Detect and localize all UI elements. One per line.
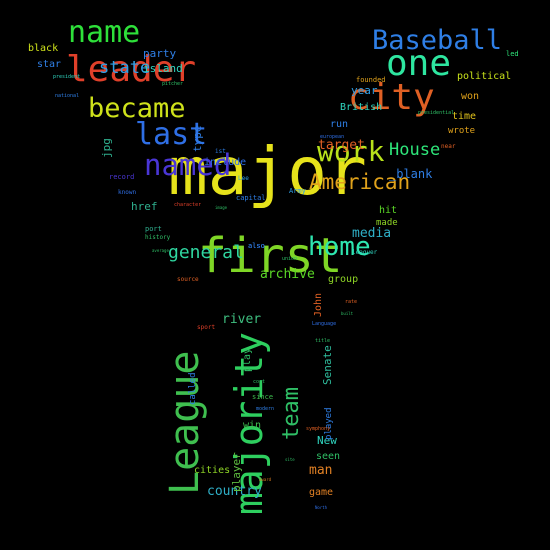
cloud-word-href: href	[131, 200, 158, 213]
cloud-word-since: since	[252, 393, 274, 401]
cloud-word-group: group	[328, 274, 359, 285]
cloud-word-presidential: presidential	[418, 110, 455, 116]
cloud-word-rate: rate	[345, 299, 358, 305]
cloud-word-american: American	[309, 170, 411, 194]
cloud-word-north: North	[315, 505, 328, 510]
cloud-word-ist: ist	[215, 148, 226, 155]
cloud-word-work: work	[317, 135, 385, 168]
cloud-word-black: black	[28, 43, 59, 54]
cloud-word-archive: archive	[260, 267, 315, 282]
cloud-word-also: also	[248, 242, 265, 250]
cloud-word-party: party	[143, 47, 177, 60]
cloud-word-win: win	[243, 420, 262, 431]
cloud-word-union: union	[282, 256, 298, 262]
cloud-word-made: made	[376, 218, 398, 228]
cloud-word-senate: Senate	[321, 345, 334, 385]
cloud-word-average: average	[152, 248, 169, 253]
cloud-word-cort: cort	[253, 379, 266, 385]
cloud-word-home: home	[308, 232, 371, 262]
cloud-word-jpg: jpg	[100, 138, 113, 158]
cloud-word-type: type	[191, 125, 204, 153]
cloud-word-title: title	[315, 338, 331, 344]
cloud-word-river: river	[222, 312, 262, 327]
cloud-word-include: include	[204, 157, 247, 168]
cloud-word-site: site	[285, 457, 295, 462]
cloud-word-name: name	[68, 15, 141, 50]
cloud-word-history: history	[145, 234, 171, 241]
cloud-word-pitcher: pitcher	[162, 81, 184, 87]
cloud-word-year: year	[351, 84, 378, 97]
cloud-word-record: record	[109, 173, 135, 181]
cloud-word-capital: capital	[236, 194, 266, 202]
cloud-word-president: president	[53, 74, 81, 80]
cloud-word-award: award	[259, 477, 272, 482]
cloud-word-named: named	[144, 148, 232, 182]
cloud-word-leader: leader	[66, 49, 197, 90]
cloud-word-play: play	[242, 347, 253, 372]
cloud-word-cities: cities	[194, 465, 231, 476]
cloud-word-team: team	[279, 387, 304, 440]
cloud-word-known: known	[118, 189, 137, 196]
cloud-word-new: New	[317, 434, 337, 447]
cloud-word-one: one	[386, 43, 452, 84]
cloud-word-lee: Lee	[238, 175, 249, 182]
cloud-word-political: political	[457, 71, 512, 82]
cloud-word-won: won	[461, 91, 480, 102]
cloud-word-player: player	[230, 452, 243, 492]
cloud-word--blank: _blank	[389, 167, 433, 181]
cloud-word-wrote: wrote	[448, 126, 476, 136]
cloud-word-country: country	[207, 484, 262, 499]
cloud-word-built: built	[341, 311, 354, 316]
cloud-word-european: european	[320, 134, 345, 140]
cloud-word-symphony: symphony	[306, 426, 331, 432]
cloud-word-man: man	[309, 463, 333, 478]
cloud-word-last: last	[135, 117, 208, 152]
cloud-word-national: national	[55, 93, 80, 99]
cloud-word-first: first	[198, 228, 343, 284]
cloud-word-modern: modern	[256, 406, 275, 412]
cloud-word-city: city	[348, 77, 435, 118]
cloud-word-army: Army	[289, 187, 306, 195]
cloud-word-source: source	[177, 276, 199, 283]
cloud-word-british: British	[340, 102, 383, 113]
cloud-word-game: game	[309, 487, 334, 498]
cloud-word-target: target	[318, 138, 365, 153]
cloud-word-founded: founded	[356, 76, 386, 84]
cloud-word-major: major	[168, 133, 367, 210]
cloud-word-island: island	[143, 62, 183, 75]
cloud-word-called: called	[188, 372, 198, 405]
cloud-word-became: became	[88, 93, 186, 124]
cloud-word-sport: sport	[197, 324, 216, 331]
cloud-word-seen: seen	[316, 451, 341, 462]
cloud-word-image: image	[215, 205, 228, 210]
cloud-word-house: House	[389, 140, 441, 160]
cloud-word-state: state	[99, 58, 151, 78]
cloud-word-port: port	[145, 225, 162, 233]
cloud-word-hit: hit	[379, 205, 398, 216]
cloud-word-near: near	[441, 143, 456, 150]
cloud-word-baseball: Baseball	[372, 25, 503, 56]
cloud-word-media: media	[352, 226, 392, 241]
cloud-word-john: John	[313, 292, 324, 317]
cloud-word-character: character	[174, 202, 202, 208]
cloud-word-language: Language	[312, 321, 337, 327]
cloud-word-also: also	[248, 242, 265, 250]
cloud-word-leaguer: leaguer	[352, 249, 378, 256]
cloud-word-star: star	[37, 59, 62, 70]
cloud-word-time: time	[452, 111, 477, 122]
cloud-word-general: general	[168, 242, 244, 263]
cloud-word-played: played	[324, 407, 334, 440]
cloud-word-run: run	[330, 119, 349, 130]
cloud-word-led: led	[506, 50, 519, 58]
